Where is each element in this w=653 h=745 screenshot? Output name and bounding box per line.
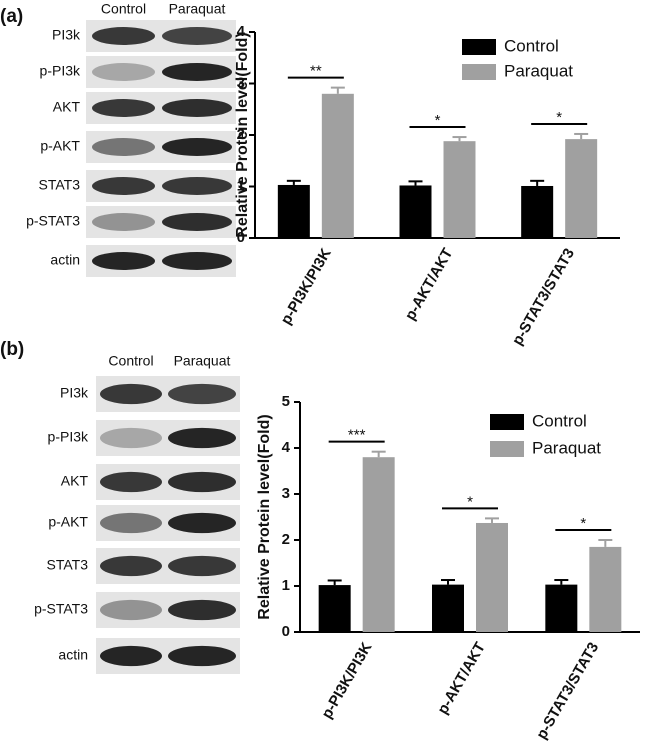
blot-band	[168, 471, 236, 493]
bar	[318, 585, 351, 632]
significance-label: ***	[348, 427, 366, 444]
bar	[589, 546, 622, 632]
bar	[545, 584, 578, 632]
blot-row-label: PI3k	[52, 27, 81, 43]
blot-band	[92, 252, 155, 270]
blot-band	[92, 99, 155, 117]
blot-row-label: p-STAT3	[26, 213, 80, 229]
blot-band	[162, 252, 232, 270]
significance-label: *	[580, 515, 586, 532]
lane-header: Control	[101, 1, 146, 17]
blot-band	[100, 555, 162, 577]
blot-row-label: p-AKT	[40, 138, 80, 154]
blot-band	[92, 213, 155, 231]
blot-row-label: actin	[58, 647, 88, 663]
legend-swatch	[462, 39, 496, 55]
y-axis-title: Relative Protein level(Fold)	[256, 414, 273, 619]
y-tick-label: 1	[237, 177, 245, 194]
bar	[443, 141, 476, 238]
blot-band	[162, 63, 232, 81]
blot-band	[168, 427, 236, 449]
legend-label: Control	[504, 36, 559, 55]
blot-row-label: p-AKT	[48, 514, 88, 530]
blot-band	[168, 512, 236, 534]
legend-swatch	[462, 64, 496, 80]
bar	[321, 93, 354, 238]
blot-row-label: p-STAT3	[34, 601, 88, 617]
legend-swatch	[490, 441, 524, 457]
panel-label: (b)	[0, 339, 24, 360]
y-tick-label: 0	[237, 229, 245, 246]
blot-band	[162, 177, 232, 195]
legend-label: Paraquat	[532, 438, 601, 457]
blot-row-label: p-PI3k	[48, 429, 89, 445]
y-tick-label: 1	[282, 577, 290, 594]
blot-row-label: PI3k	[60, 385, 89, 401]
blot-band	[100, 599, 162, 621]
bar	[432, 584, 464, 632]
blot-band	[100, 383, 162, 405]
x-tick-label: p-AKT/AKT	[434, 639, 489, 717]
blot-band	[100, 471, 162, 493]
blot-band	[168, 645, 236, 667]
bar	[521, 185, 554, 238]
blot-row-label: p-PI3k	[40, 63, 81, 79]
y-axis-title: Relative Protein level(Fold)	[234, 32, 251, 237]
x-tick-label: p-PI3K/PI3K	[277, 245, 334, 327]
panel-label: (a)	[0, 6, 23, 27]
blot-band	[162, 27, 232, 45]
x-tick-label: p-PI3K/PI3K	[318, 639, 375, 721]
significance-label: **	[310, 63, 322, 80]
legend-swatch	[490, 414, 524, 430]
blot-row-label: AKT	[61, 473, 89, 489]
bar	[362, 457, 395, 632]
legend-label: Paraquat	[504, 61, 573, 80]
y-tick-label: 3	[282, 485, 290, 502]
bar	[399, 185, 432, 238]
blot-band	[168, 599, 236, 621]
blot-band	[168, 383, 236, 405]
blot-band	[162, 99, 232, 117]
blot-band	[162, 213, 232, 231]
y-tick-label: 2	[237, 126, 245, 143]
bar	[277, 184, 310, 238]
y-tick-label: 3	[237, 74, 245, 91]
blot-row-label: STAT3	[39, 177, 81, 193]
significance-label: *	[556, 109, 562, 126]
y-tick-label: 2	[282, 531, 290, 548]
blot-band	[100, 427, 162, 449]
blot-band	[100, 645, 162, 667]
lane-header: Control	[108, 353, 153, 369]
blot-row-label: AKT	[53, 99, 81, 115]
y-tick-label: 4	[282, 439, 291, 456]
x-tick-label: p-AKT/AKT	[402, 245, 457, 323]
blot-band	[168, 555, 236, 577]
y-tick-label: 5	[282, 393, 290, 410]
blot-band	[92, 27, 155, 45]
blot-band	[92, 138, 155, 156]
lane-header: Paraquat	[174, 353, 231, 369]
blot-band	[92, 63, 155, 81]
blot-row-label: actin	[50, 252, 80, 268]
bar	[565, 139, 598, 238]
bar	[476, 522, 508, 632]
significance-label: *	[467, 493, 473, 510]
y-tick-label: 0	[282, 623, 290, 640]
blot-row-label: STAT3	[47, 557, 89, 573]
legend-label: Control	[532, 411, 587, 430]
blot-band	[92, 177, 155, 195]
lane-header: Paraquat	[169, 1, 226, 17]
blot-band	[100, 512, 162, 534]
significance-label: *	[435, 112, 441, 129]
x-tick-label: p-STAT3/STAT3	[533, 639, 602, 742]
x-tick-label: p-STAT3/STAT3	[509, 245, 578, 348]
y-tick-label: 4	[237, 23, 246, 40]
blot-band	[162, 138, 232, 156]
